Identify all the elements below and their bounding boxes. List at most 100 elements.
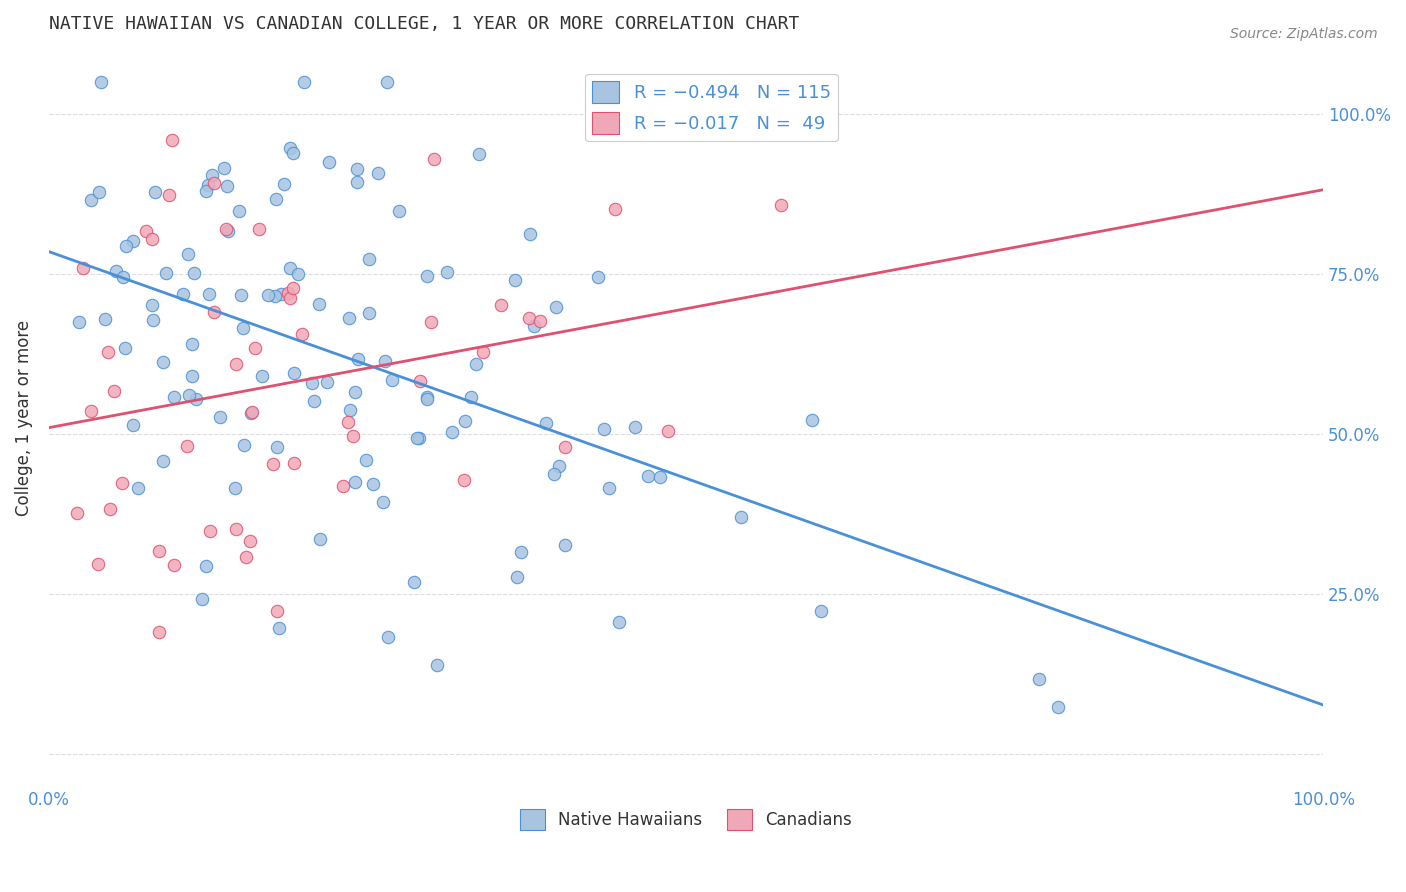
Point [224, 481, 246, 495]
Point [509, 545, 531, 559]
Point [377, 630, 399, 644]
Point [198, 524, 221, 538]
Point [468, 147, 491, 161]
Point [361, 477, 384, 491]
Point [624, 420, 647, 434]
Point [453, 473, 475, 487]
Text: Source: ZipAtlas.com: Source: ZipAtlas.com [1230, 27, 1378, 41]
Point [264, 193, 287, 207]
Point [800, 412, 823, 426]
Point [336, 415, 359, 429]
Point [97, 345, 120, 359]
Point [339, 402, 361, 417]
Point [291, 327, 314, 342]
Point [215, 179, 238, 194]
Point [657, 424, 679, 438]
Point [233, 438, 256, 452]
Point [212, 161, 235, 176]
Point [337, 311, 360, 326]
Point [177, 388, 200, 402]
Point [287, 267, 309, 281]
Point [264, 289, 287, 303]
Point [262, 457, 284, 471]
Point [543, 467, 565, 481]
Point [142, 313, 165, 327]
Point [346, 162, 368, 177]
Point [152, 354, 174, 368]
Point [104, 263, 127, 277]
Point [103, 384, 125, 398]
Point [172, 287, 194, 301]
Point [810, 604, 832, 618]
Point [202, 176, 225, 190]
Point [491, 298, 513, 312]
Point [186, 392, 208, 407]
Point [419, 315, 441, 329]
Point [344, 475, 367, 489]
Point [148, 544, 170, 558]
Point [66, 507, 89, 521]
Point [648, 470, 671, 484]
Point [209, 410, 232, 425]
Point [544, 300, 567, 314]
Point [194, 184, 217, 198]
Point [183, 266, 205, 280]
Point [141, 298, 163, 312]
Point [111, 475, 134, 490]
Point [122, 417, 145, 432]
Point [278, 291, 301, 305]
Point [388, 204, 411, 219]
Point [283, 281, 305, 295]
Point [155, 267, 177, 281]
Point [80, 193, 103, 207]
Point [243, 341, 266, 355]
Point [80, 404, 103, 418]
Point [143, 185, 166, 199]
Point [460, 390, 482, 404]
Point [228, 203, 250, 218]
Point [217, 224, 239, 238]
Point [1047, 700, 1070, 714]
Point [201, 168, 224, 182]
Point [523, 319, 546, 334]
Point [308, 532, 330, 546]
Point [409, 374, 432, 388]
Point [344, 384, 367, 399]
Point [423, 153, 446, 167]
Point [440, 425, 463, 439]
Point [605, 202, 627, 216]
Y-axis label: College, 1 year or more: College, 1 year or more [15, 319, 32, 516]
Point [357, 252, 380, 266]
Point [180, 337, 202, 351]
Point [177, 247, 200, 261]
Point [1028, 672, 1050, 686]
Point [408, 431, 430, 445]
Point [472, 345, 495, 359]
Point [250, 368, 273, 383]
Point [769, 198, 792, 212]
Point [112, 270, 135, 285]
Point [127, 481, 149, 495]
Point [342, 428, 364, 442]
Point [247, 222, 270, 236]
Point [380, 373, 402, 387]
Point [267, 621, 290, 635]
Point [232, 321, 254, 335]
Point [347, 351, 370, 366]
Point [225, 522, 247, 536]
Point [87, 185, 110, 199]
Point [266, 440, 288, 454]
Point [318, 155, 340, 169]
Point [198, 286, 221, 301]
Point [426, 658, 449, 673]
Point [256, 288, 278, 302]
Point [367, 166, 389, 180]
Point [404, 574, 426, 589]
Point [194, 559, 217, 574]
Point [202, 304, 225, 318]
Point [148, 624, 170, 639]
Point [316, 376, 339, 390]
Point [152, 453, 174, 467]
Point [90, 75, 112, 89]
Point [114, 342, 136, 356]
